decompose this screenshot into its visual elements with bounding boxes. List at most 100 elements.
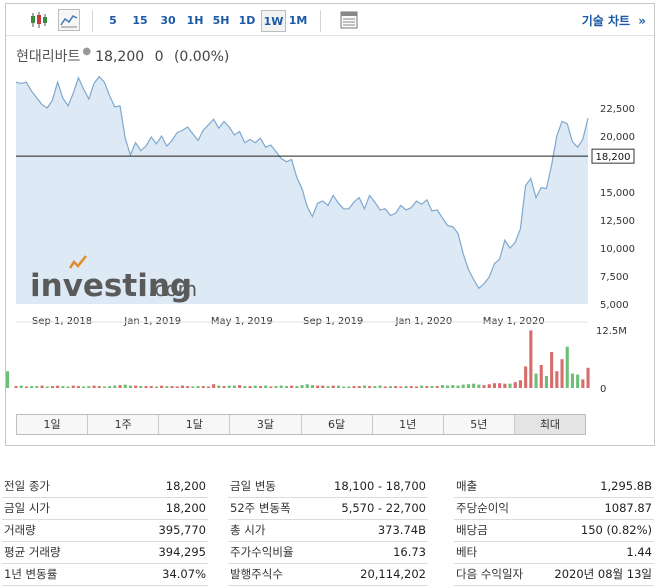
table-icon[interactable] (338, 9, 360, 31)
volume-bar (71, 385, 75, 388)
volume-bar (45, 386, 49, 388)
area-chart-icon[interactable] (58, 9, 80, 31)
stat-label: 주가수익비율 (228, 541, 311, 564)
volume-bar (513, 382, 517, 388)
stats-column-2: 금일 변동 18,100 - 18,700 52주 변동폭 5,570 - 22,7… (228, 475, 428, 586)
volume-bar (92, 385, 96, 388)
volume-bar (128, 385, 132, 388)
volume-bar (508, 383, 512, 388)
volume-bar (492, 383, 496, 388)
range-1m[interactable]: 1달 (159, 415, 231, 434)
stat-value: 1.44 (535, 541, 654, 564)
volume-bar (118, 385, 122, 388)
stat-label: 다음 수익일자 (454, 563, 536, 586)
stat-label: 총 시가 (228, 519, 311, 542)
stat-row: 평균 거래량 394,295 (2, 541, 208, 564)
volume-bar (123, 384, 127, 388)
interval-15[interactable]: 15 (132, 14, 148, 27)
stat-value: 16.73 (310, 541, 428, 564)
range-6m[interactable]: 6달 (302, 415, 373, 434)
stat-row: 배당금 150 (0.82%) (454, 519, 654, 542)
range-max[interactable]: 최대 (514, 415, 585, 434)
volume-bar (565, 346, 569, 388)
volume-bar (409, 386, 413, 388)
interval-1h[interactable]: 1H (186, 14, 204, 27)
range-1y[interactable]: 1년 (373, 415, 444, 434)
stat-row: 금일 변동 18,100 - 18,700 (228, 475, 428, 498)
technical-chart-link[interactable]: 기술 차트 » (582, 10, 646, 32)
stats-column-1: 전일 종가 18,200 금일 시가 18,200 거래량 395,770 평균 거래… (2, 475, 208, 586)
svg-text:.com: .com (148, 277, 197, 301)
volume-bar (466, 384, 470, 388)
range-1d[interactable]: 1일 (17, 415, 89, 434)
interval-1d[interactable]: 1D (238, 14, 256, 27)
volume-bar (206, 386, 210, 388)
stat-row: 매출 1,295.8B (454, 475, 654, 498)
interval-1w[interactable]: 1W (261, 10, 286, 32)
range-selector: 1일 1주 1달 3달 6달 1년 5년 최대 (16, 414, 586, 435)
volume-bar (248, 386, 252, 388)
interval-5h[interactable]: 5H (212, 14, 230, 27)
volume-bar (217, 385, 221, 388)
volume-bar (539, 365, 543, 388)
volume-bar (310, 385, 314, 388)
volume-bar (61, 386, 65, 388)
volume-bar (342, 386, 346, 388)
candlestick-icon[interactable] (28, 9, 50, 31)
volume-bar (399, 386, 403, 388)
interval-5[interactable]: 5 (109, 14, 117, 27)
volume-bar (290, 385, 294, 388)
volume-bar (24, 386, 28, 388)
volume-bar (388, 386, 392, 388)
volume-bar (175, 386, 179, 388)
stat-value: 18,200 (113, 475, 208, 498)
stat-row: 베타 1.44 (454, 541, 654, 564)
interval-30[interactable]: 30 (160, 14, 176, 27)
volume-bar (435, 386, 439, 388)
price-line (15, 75, 589, 290)
toolbar-divider (320, 10, 321, 32)
range-3m[interactable]: 3달 (230, 415, 302, 434)
volume-bar (378, 385, 382, 388)
range-1w[interactable]: 1주 (88, 415, 160, 434)
stat-row: 52주 변동폭 5,570 - 22,700 (228, 497, 428, 520)
price-chart[interactable]: investing .com 18,200 22,500 20,000 15,000… (6, 4, 654, 409)
stat-label: 1년 변동률 (2, 563, 114, 586)
stat-row: 총 시가 373.74B (228, 519, 428, 542)
investing-logo: investing .com (30, 255, 197, 304)
volume-bar (35, 386, 39, 388)
next-earnings-date-link[interactable]: 2020년 08월 13일 (535, 563, 654, 586)
volume-bar (154, 386, 158, 388)
price-change-pct: (0.00%) (173, 49, 230, 65)
volume-bar (279, 385, 283, 388)
price-tick-label: 20,000 (600, 132, 635, 143)
volume-bar (139, 386, 143, 388)
range-5y[interactable]: 5년 (444, 415, 515, 434)
volume-bar (357, 386, 361, 388)
volume-bar (524, 366, 528, 388)
volume-bar (529, 330, 533, 388)
interval-1m[interactable]: 1M (288, 14, 308, 27)
stat-value: 150 (0.82%) (535, 519, 654, 542)
stat-row: 주당순이익 1087.87 (454, 497, 654, 520)
volume-bar (440, 385, 444, 388)
stat-row: 금일 시가 18,200 (2, 497, 208, 520)
price-change: 0 (154, 49, 164, 65)
stat-value: 395,770 (113, 519, 208, 542)
stat-value: 373.74B (310, 519, 428, 542)
stat-value: 394,295 (113, 541, 208, 564)
volume-bar (550, 352, 554, 388)
volume-bar (498, 383, 502, 388)
stat-label: 배당금 (454, 519, 536, 542)
volume-bar (149, 386, 153, 388)
volume-bar (113, 385, 117, 388)
volume-bar (274, 386, 278, 388)
volume-bar (534, 373, 538, 388)
volume-bar (352, 386, 356, 388)
pin-icon[interactable]: ● (82, 46, 92, 57)
last-price-label: 18,200 (596, 152, 631, 163)
volume-bar (425, 386, 429, 388)
volume-bar (300, 385, 304, 388)
volume-bar (264, 385, 268, 388)
volume-bar (472, 383, 476, 388)
